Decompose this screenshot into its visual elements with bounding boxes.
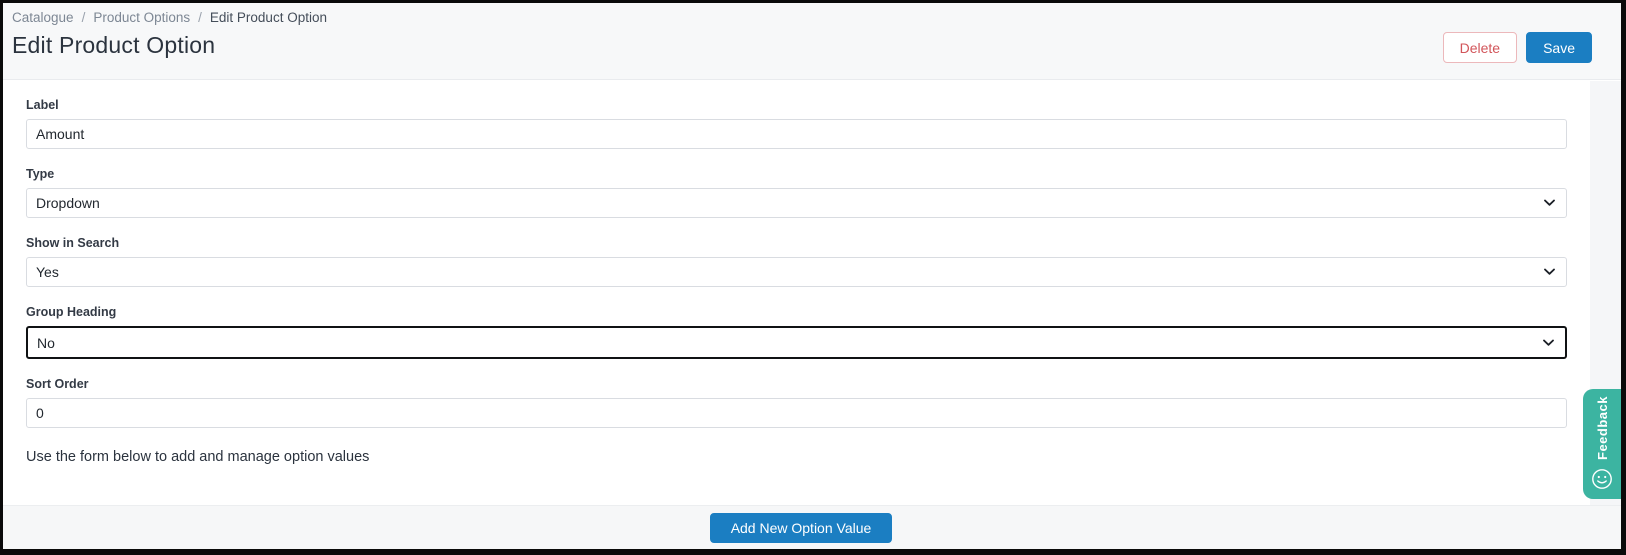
- show-in-search-field-label: Show in Search: [26, 236, 120, 250]
- chevron-down-icon: [1544, 199, 1555, 207]
- breadcrumb-separator: /: [198, 10, 202, 25]
- smiley-icon: [1591, 468, 1613, 490]
- option-values-info-text: Use the form below to add and manage opt…: [26, 449, 370, 465]
- feedback-tab[interactable]: Feedback: [1583, 389, 1621, 499]
- show-in-search-select-value: Yes: [36, 264, 59, 280]
- show-in-search-select[interactable]: Yes: [26, 257, 1567, 287]
- breadcrumb: Catalogue / Product Options / Edit Produ…: [12, 10, 1611, 25]
- label-input[interactable]: [26, 119, 1567, 149]
- page-footer: Add New Option Value: [3, 505, 1621, 549]
- header-actions: Delete Save: [1442, 32, 1592, 63]
- type-select-value: Dropdown: [36, 195, 100, 211]
- delete-button[interactable]: Delete: [1442, 32, 1518, 63]
- breadcrumb-product-options[interactable]: Product Options: [93, 10, 191, 25]
- breadcrumb-catalogue[interactable]: Catalogue: [12, 10, 74, 25]
- field-group-sort-order: Sort Order: [26, 377, 1567, 428]
- group-heading-select[interactable]: No: [26, 326, 1567, 359]
- chevron-down-icon: [1544, 268, 1555, 276]
- field-group-label: Label: [26, 98, 1567, 149]
- type-field-label: Type: [26, 167, 55, 181]
- edit-option-form: Label Type Dropdown Show in Search Yes G: [3, 80, 1621, 465]
- group-heading-field-label: Group Heading: [26, 305, 117, 319]
- add-new-option-value-button[interactable]: Add New Option Value: [709, 512, 893, 543]
- field-group-type: Type Dropdown: [26, 167, 1567, 218]
- breadcrumb-current-page: Edit Product Option: [209, 10, 327, 25]
- sort-order-field-label: Sort Order: [26, 377, 89, 391]
- field-group-group-heading: Group Heading No: [26, 305, 1567, 359]
- field-group-show-in-search: Show in Search Yes: [26, 236, 1567, 287]
- breadcrumb-separator: /: [81, 10, 86, 25]
- group-heading-select-value: No: [37, 334, 55, 351]
- label-field-label: Label: [26, 98, 59, 112]
- page-title: Edit Product Option: [12, 32, 216, 58]
- feedback-tab-label: Feedback: [1594, 396, 1610, 460]
- sort-order-input[interactable]: [26, 398, 1567, 428]
- type-select[interactable]: Dropdown: [26, 188, 1567, 218]
- save-button[interactable]: Save: [1526, 32, 1592, 63]
- page-header: Catalogue / Product Options / Edit Produ…: [3, 3, 1621, 80]
- chevron-down-icon: [1543, 339, 1554, 346]
